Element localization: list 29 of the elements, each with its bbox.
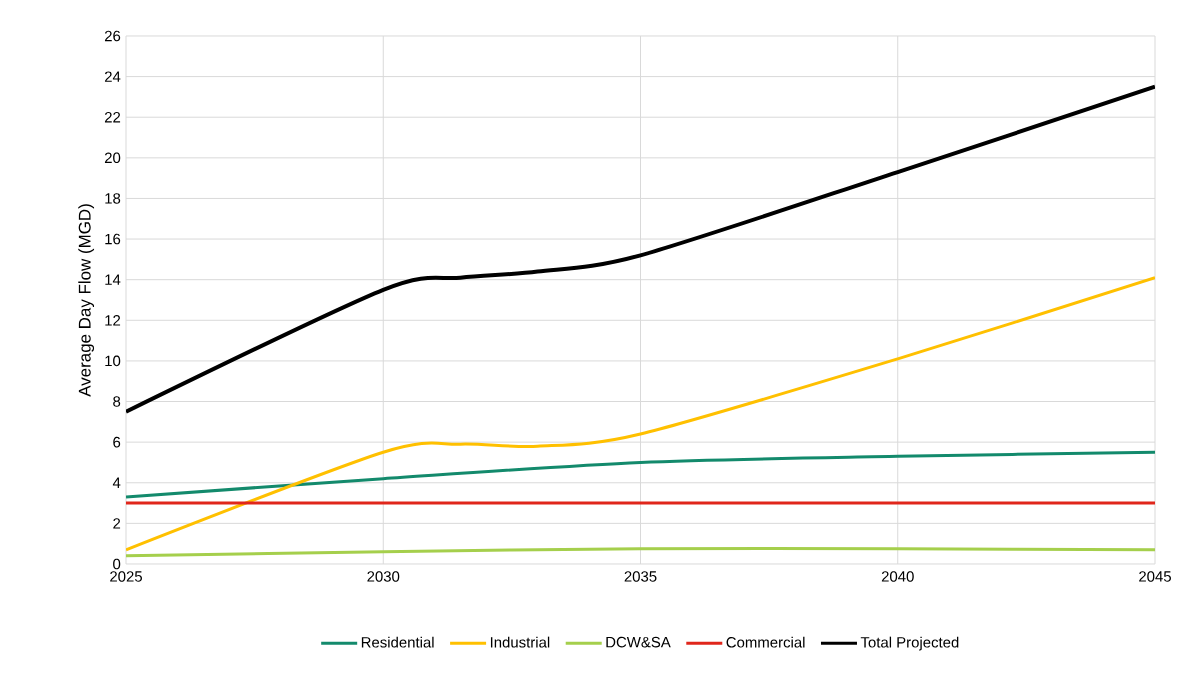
y-tick-label: 2	[113, 518, 121, 529]
line-series	[126, 84, 1155, 414]
x-tick-label: 2025	[110, 571, 142, 582]
y-tick-label: 10	[105, 355, 121, 367]
y-tick-label: 8	[113, 396, 121, 407]
y-tick-label: 0	[113, 558, 121, 570]
legend-label: Industrial	[490, 636, 550, 648]
y-tick-label: 24	[104, 71, 121, 82]
x-tick-label: 2035	[624, 571, 657, 582]
legend-label: DCW&SA	[606, 636, 671, 648]
y-tick-label: 20	[104, 152, 121, 164]
y-tick-label: 12	[105, 315, 121, 326]
x-tick-label: 2030	[367, 571, 400, 582]
y-tick-label: 6	[113, 436, 121, 448]
y-tick-label: 22	[104, 112, 121, 123]
legend-label: Residential	[361, 636, 434, 648]
y-tick-label: 14	[105, 274, 121, 285]
x-tick-label: 2040	[881, 571, 914, 582]
y-tick-label: 26	[104, 30, 121, 42]
y-tick-label: 16	[105, 233, 121, 245]
legend-label: Commercial	[726, 636, 805, 648]
line-series	[126, 547, 1155, 558]
line-series	[126, 450, 1155, 499]
y-axis-title: Average Day Flow (MGD)	[78, 204, 95, 397]
x-tick-label: 2045	[1139, 571, 1171, 582]
line-series	[126, 276, 1155, 552]
legend-label: Total Projected	[860, 636, 959, 651]
y-tick-label: 18	[105, 193, 121, 204]
y-tick-label: 4	[112, 477, 121, 488]
